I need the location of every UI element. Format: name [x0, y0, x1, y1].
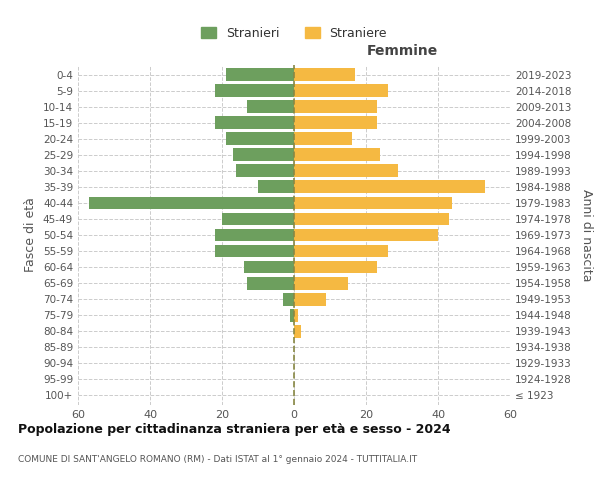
Bar — [215, 84, 294, 97]
Bar — [294, 196, 452, 209]
Bar — [215, 244, 294, 258]
Bar — [233, 148, 294, 161]
Bar — [226, 68, 294, 81]
Bar — [236, 164, 294, 177]
Bar — [226, 132, 294, 145]
Legend: Stranieri, Straniere: Stranieri, Straniere — [201, 27, 387, 40]
Bar — [294, 164, 398, 177]
Bar — [215, 228, 294, 241]
Bar — [294, 132, 352, 145]
Bar — [215, 116, 294, 129]
Bar — [294, 116, 377, 129]
Bar — [294, 309, 298, 322]
Bar — [294, 68, 355, 81]
Bar — [294, 292, 326, 306]
Bar — [89, 196, 294, 209]
Bar — [290, 309, 294, 322]
Bar — [222, 212, 294, 226]
Y-axis label: Anni di nascita: Anni di nascita — [580, 188, 593, 281]
Bar — [294, 212, 449, 226]
Bar — [294, 148, 380, 161]
Bar — [294, 180, 485, 194]
Bar — [294, 244, 388, 258]
Bar — [294, 260, 377, 274]
Bar — [247, 100, 294, 113]
Bar — [283, 292, 294, 306]
Bar — [247, 276, 294, 289]
Bar — [294, 325, 301, 338]
Y-axis label: Fasce di età: Fasce di età — [25, 198, 37, 272]
Bar — [258, 180, 294, 194]
Text: Femmine: Femmine — [367, 44, 437, 58]
Text: Popolazione per cittadinanza straniera per età e sesso - 2024: Popolazione per cittadinanza straniera p… — [18, 422, 451, 436]
Bar — [244, 260, 294, 274]
Bar — [294, 276, 348, 289]
Bar — [294, 100, 377, 113]
Text: COMUNE DI SANT'ANGELO ROMANO (RM) - Dati ISTAT al 1° gennaio 2024 - TUTTITALIA.I: COMUNE DI SANT'ANGELO ROMANO (RM) - Dati… — [18, 455, 417, 464]
Bar — [294, 84, 388, 97]
Bar — [294, 228, 438, 241]
